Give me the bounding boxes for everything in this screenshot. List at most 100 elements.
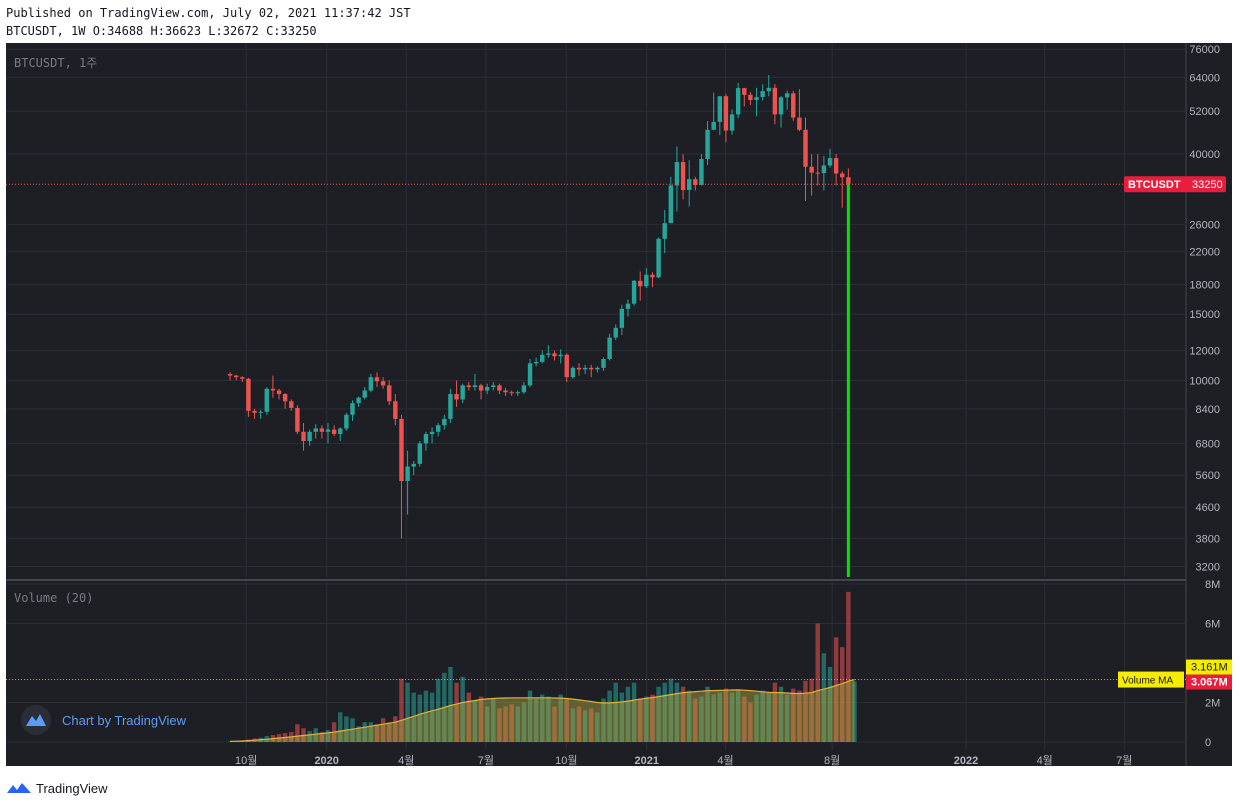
y-tick-label: 22000 [1189, 247, 1220, 259]
volume-bar [815, 623, 820, 742]
candle-body [246, 378, 251, 411]
candle-body [760, 91, 765, 98]
volume-bar [484, 706, 490, 742]
candle-body [803, 129, 808, 167]
ohlc-line: BTCUSDT, 1W O:34688 H:36623 L:32672 C:33… [6, 24, 317, 38]
candle-body [735, 88, 741, 115]
candle-body [589, 367, 594, 370]
candle-body [729, 114, 735, 131]
volume-ma-tag [1118, 671, 1184, 688]
volume-ma-line [230, 679, 855, 742]
candle-body [809, 166, 814, 173]
volume-ma-area [230, 679, 855, 742]
candle-body [582, 367, 588, 370]
y-tick-label: 40000 [1189, 149, 1220, 161]
volume-bar [705, 686, 710, 742]
volume-bar [478, 696, 484, 742]
volume-bar [735, 690, 741, 742]
candle-body [319, 428, 325, 432]
candle-body [356, 397, 361, 404]
candle-body [405, 466, 410, 482]
candle-body [325, 429, 331, 432]
candle-body [570, 367, 576, 378]
volume-bar [460, 676, 465, 742]
x-tick-label: 2021 [635, 755, 659, 767]
price-pane-title: BTCUSDT, 1주 [14, 56, 97, 70]
volume-bar [423, 690, 429, 742]
volume-bar [631, 682, 637, 742]
tradingview-watermark-glyph [26, 714, 46, 726]
footer-brand[interactable]: TradingView [6, 780, 108, 796]
candle-body [380, 381, 386, 386]
volume-bar [803, 680, 808, 742]
volume-bar [699, 696, 704, 742]
x-tick-label: 4월 [398, 754, 414, 767]
candle-body [466, 385, 472, 388]
volume-bar [497, 708, 502, 742]
candle-body [723, 96, 729, 131]
candle-body [442, 418, 447, 426]
y-tick-label: 12000 [1189, 346, 1220, 358]
volume-bar [680, 686, 686, 742]
candle-body [233, 375, 239, 378]
volume-bar [662, 682, 667, 742]
candle-body [711, 121, 716, 130]
volume-ma-tag-label: Volume MA [1122, 676, 1173, 687]
candle-body [252, 410, 257, 413]
candle-body [552, 353, 557, 357]
tradingview-logo-icon [7, 783, 31, 793]
volume-bar [435, 678, 441, 742]
volume-bar [821, 653, 827, 742]
candle-body [686, 179, 692, 190]
volume-bar [613, 682, 618, 742]
candle-body [717, 96, 723, 122]
candle-body [338, 428, 343, 435]
volume-bar [852, 681, 857, 742]
candle-body [429, 431, 435, 435]
candle-body [264, 388, 269, 412]
volume-bar [405, 682, 410, 742]
volume-bar [760, 690, 765, 742]
candle-body [546, 353, 551, 355]
y-tick-label: 3800 [1196, 533, 1220, 545]
volume-bar [540, 694, 545, 742]
volume-bar [625, 686, 631, 742]
volume-bar [344, 716, 349, 742]
volume-bar [558, 694, 563, 742]
volume-bar [754, 694, 759, 742]
volume-bar [766, 692, 771, 742]
x-tick-label: 4월 [1037, 754, 1053, 767]
volume-bar [411, 692, 416, 742]
volume-y-tick-label: 8M [1205, 579, 1220, 591]
volume-bar [399, 678, 404, 742]
candle-body [417, 443, 423, 464]
chart-background [6, 43, 1232, 766]
candle-body [607, 337, 612, 360]
volume-bar [656, 686, 661, 742]
candle-body [846, 177, 851, 185]
y-tick-label: 76000 [1189, 44, 1220, 56]
volume-bar [491, 698, 496, 742]
candle-body [668, 185, 674, 224]
candle-body [601, 359, 606, 368]
candle-body [840, 173, 845, 178]
candle-body [791, 93, 796, 118]
candle-body [705, 129, 710, 160]
x-tick-label: 8월 [824, 754, 840, 767]
candle-body [631, 280, 637, 304]
volume-bar [784, 694, 790, 742]
volume-bar [429, 692, 435, 742]
y-tick-label: 52000 [1189, 106, 1220, 118]
volume-bar [380, 718, 386, 742]
candle-body [754, 97, 759, 100]
candle-body [674, 161, 680, 186]
candle-body [484, 387, 490, 391]
volume-bar [387, 722, 392, 742]
candle-body [344, 414, 349, 429]
candle-body [693, 179, 698, 185]
volume-bar [319, 732, 325, 742]
volume-bar [448, 666, 453, 742]
volume-bar [515, 706, 520, 742]
volume-bar [338, 712, 343, 742]
